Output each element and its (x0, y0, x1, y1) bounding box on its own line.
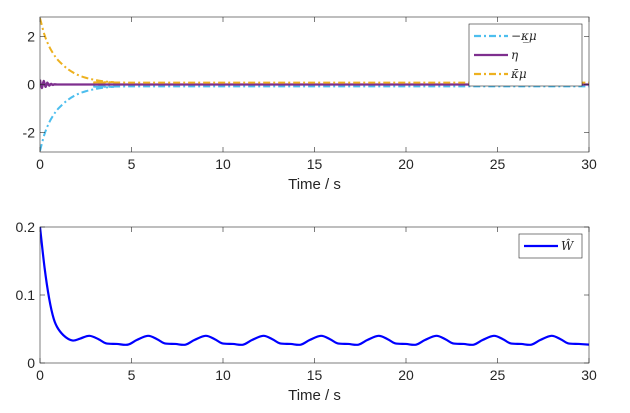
x-tick-label: 30 (581, 367, 597, 383)
legend-label: −κ̲μ (511, 29, 537, 43)
series-line-3 (40, 17, 589, 84)
x-tick-label: 10 (215, 367, 231, 383)
legend-label: κ̄μ (510, 67, 527, 81)
x-axis-label: Time / s (288, 176, 341, 193)
x-tick-label: 20 (398, 156, 414, 172)
x-tick-label: 5 (128, 156, 136, 172)
y-tick-label: 0.1 (16, 287, 36, 303)
y-tick-label: 0 (27, 77, 35, 93)
y-tick-label: 2 (27, 28, 35, 44)
legend-label: Ŵ (561, 238, 575, 253)
x-tick-label: 25 (490, 367, 506, 383)
x-tick-label: 25 (490, 156, 506, 172)
legend: Ŵ (518, 233, 583, 259)
x-tick-label: 5 (128, 367, 136, 383)
y-tick-label: -2 (23, 125, 36, 141)
x-tick-label: 30 (581, 156, 597, 172)
series-line-2 (40, 79, 589, 90)
series-line-1 (40, 227, 589, 346)
x-tick-label: 15 (307, 156, 323, 172)
series-line-1 (40, 85, 589, 152)
x-axis-label: Time / s (288, 387, 341, 404)
legend: −κ̲μ η κ̄μ (468, 23, 583, 87)
y-tick-label: 0 (27, 355, 35, 371)
chart-2: 0 5 10 15 20 25 30 0 0.1 0.2 Time / s Ŵ (16, 219, 597, 404)
x-tick-label: 0 (36, 367, 44, 383)
x-tick-label: 10 (215, 156, 231, 172)
x-tick-label: 15 (307, 367, 323, 383)
y-tick-label: 0.2 (16, 219, 36, 235)
legend-label: η (511, 48, 519, 62)
x-tick-label: 0 (36, 156, 44, 172)
x-tick-label: 20 (398, 367, 414, 383)
